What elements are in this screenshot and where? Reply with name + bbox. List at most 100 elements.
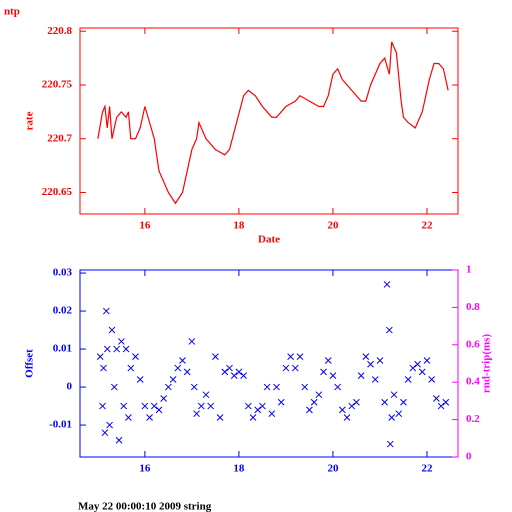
data-point [404,376,412,383]
data-point [383,281,391,288]
data-point [357,372,365,380]
data-point [226,364,233,372]
x-tick-label: 22 [421,463,433,475]
data-point [371,376,379,383]
data-point [165,383,172,391]
data-point [428,376,436,383]
data-point [259,402,266,410]
y-tick-label: 0.02 [53,305,73,317]
data-point [254,406,262,414]
footer: May 22 00:00:10 2009 string [78,501,212,512]
x-tick-label: 20 [327,463,339,475]
data-point [442,398,450,406]
data-point [132,353,139,361]
data-point [301,383,309,391]
data-point [197,402,205,410]
data-point [113,345,121,353]
data-point [334,383,341,391]
data-point [273,383,280,391]
data-point [376,357,384,364]
x-tick-label: 20 [327,220,339,232]
data-point [188,338,196,345]
data-point [409,364,417,372]
data-point [100,364,107,372]
data-point [381,398,389,406]
data-point [400,398,407,406]
data-point [348,402,356,410]
plot-frame [79,27,459,215]
data-point [353,398,360,406]
data-point [115,436,123,444]
data-point [277,398,285,406]
data-point [395,410,403,418]
data-point [146,414,153,421]
y-axis-label: Offset [24,349,36,378]
data-point [324,357,332,364]
data-point [249,414,257,421]
data-point [212,353,219,361]
data-point [102,307,110,315]
y-tick-label: 0 [67,381,73,393]
data-point [193,410,200,418]
y-tick-label: 220.65 [42,186,73,198]
data-point [106,421,113,429]
data-point [221,368,229,376]
data-line [97,41,449,205]
y-tick-label: 0.03 [53,267,73,279]
chart-title: ntp [4,6,20,18]
data-point [433,395,440,402]
data-point [320,368,327,376]
y-tick-label: 220.7 [47,132,72,144]
y2-tick-label: 0.2 [466,413,480,425]
data-point [174,364,182,372]
y2-tick-label: 0 [466,451,472,463]
data-point [99,402,106,410]
data-point [244,402,252,410]
data-point [179,357,186,364]
data-point [169,376,177,383]
y2-tick-label: 0.8 [466,301,480,313]
data-point [386,326,393,334]
data-point [338,406,346,414]
data-point [240,372,247,380]
data-point [306,406,313,414]
data-point [423,357,431,364]
y-tick-label: -0.01 [49,419,72,431]
x-tick-label: 18 [233,463,245,475]
data-point [160,395,168,402]
y-tick-label: 220.8 [47,25,72,37]
data-point [282,364,290,372]
data-point [155,406,163,414]
data-point [216,414,224,421]
data-point [110,383,118,391]
x-axis-label: Date [258,234,280,246]
data-point [235,368,243,376]
data-point [122,345,130,353]
x-tick-label: 22 [421,220,433,232]
y-axis-label: rate [24,111,36,130]
data-point [125,414,132,421]
data-point [329,372,337,380]
data-point [207,402,215,410]
data-point [414,360,421,368]
data-point [127,364,135,372]
data-point [136,376,144,383]
data-point [362,353,370,361]
data-point [315,391,323,399]
data-point [101,429,109,437]
y2-tick-label: 1 [466,264,472,276]
data-point [367,360,374,368]
data-point [390,391,398,399]
data-point [296,353,304,361]
data-point [437,402,445,410]
x-tick-label: 16 [139,463,151,475]
data-point [103,345,111,353]
y-tick-label: 220.75 [42,79,73,91]
y2-axis-label: rnd-trip(ms) [481,334,493,394]
data-point [263,383,271,391]
data-point [120,402,128,410]
data-point [190,383,198,391]
x-tick-label: 16 [139,220,151,232]
data-point [183,368,191,376]
